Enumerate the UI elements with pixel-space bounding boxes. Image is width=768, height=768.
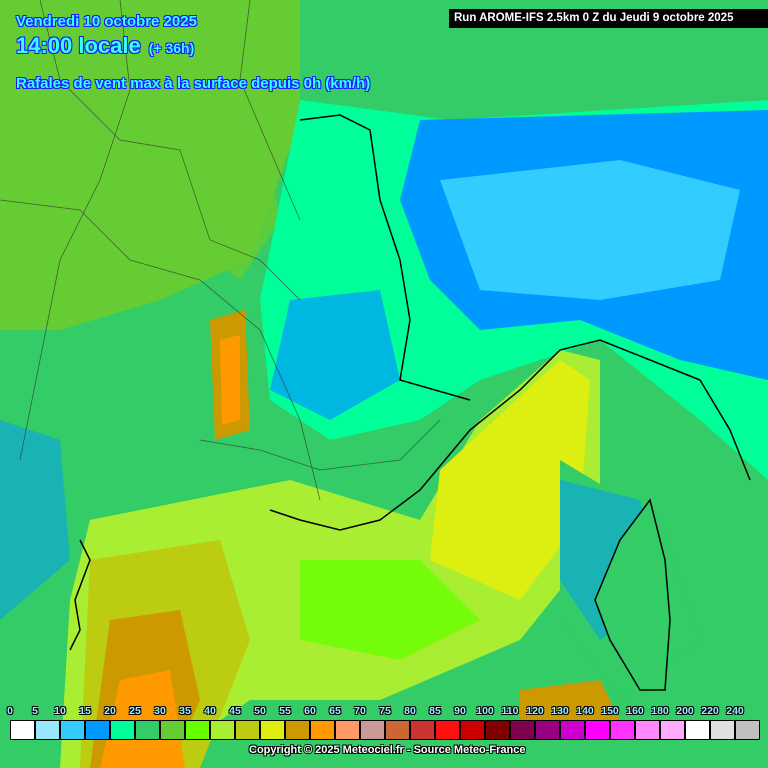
legend-label: 140 — [576, 705, 594, 717]
legend-label: 65 — [329, 705, 341, 717]
legend-swatch — [635, 720, 660, 740]
legend-label: 75 — [379, 705, 391, 717]
legend-swatch — [110, 720, 135, 740]
copyright: Copyright © 2025 Meteociel.fr - Source M… — [249, 744, 526, 756]
legend-swatch — [460, 720, 485, 740]
forecast-time: 14:00 locale (+ 36h) — [16, 33, 194, 59]
legend-label: 90 — [454, 705, 466, 717]
legend-swatch — [710, 720, 735, 740]
legend-swatch — [685, 720, 710, 740]
legend-label: 130 — [551, 705, 569, 717]
legend-swatch — [85, 720, 110, 740]
legend-label: 45 — [229, 705, 241, 717]
legend-label: 180 — [651, 705, 669, 717]
legend-swatch — [235, 720, 260, 740]
legend-swatch — [660, 720, 685, 740]
legend-label: 5 — [32, 705, 38, 717]
legend-label: 240 — [726, 705, 744, 717]
run-info: Run AROME-IFS 2.5km 0 Z du Jeudi 9 octob… — [449, 9, 768, 28]
legend-label: 100 — [476, 705, 494, 717]
legend-label: 160 — [626, 705, 644, 717]
forecast-date: Vendredi 10 octobre 2025 — [16, 13, 197, 30]
legend-swatch — [310, 720, 335, 740]
legend-swatch — [560, 720, 585, 740]
legend-label: 150 — [601, 705, 619, 717]
legend-label: 120 — [526, 705, 544, 717]
legend-label: 85 — [429, 705, 441, 717]
legend-label: 30 — [154, 705, 166, 717]
forecast-lead: (+ 36h) — [148, 40, 195, 56]
legend-label: 70 — [354, 705, 366, 717]
legend-swatch — [610, 720, 635, 740]
legend-label: 15 — [79, 705, 91, 717]
legend-label: 110 — [501, 705, 519, 717]
legend-label: 55 — [279, 705, 291, 717]
parameter-title: Rafales de vent max à la surface depuis … — [16, 75, 371, 92]
legend-swatch — [735, 720, 760, 740]
legend-swatch — [435, 720, 460, 740]
legend-swatch — [485, 720, 510, 740]
legend-swatch — [535, 720, 560, 740]
legend-swatch — [135, 720, 160, 740]
legend-label: 220 — [701, 705, 719, 717]
legend-label: 20 — [104, 705, 116, 717]
legend-swatch — [385, 720, 410, 740]
legend-swatch — [335, 720, 360, 740]
legend-swatch — [410, 720, 435, 740]
legend-label: 80 — [404, 705, 416, 717]
legend-swatch — [585, 720, 610, 740]
legend-swatch — [360, 720, 385, 740]
legend-label: 25 — [129, 705, 141, 717]
legend-label: 35 — [179, 705, 191, 717]
legend-label: 50 — [254, 705, 266, 717]
legend-swatch — [210, 720, 235, 740]
legend-label: 40 — [204, 705, 216, 717]
legend-swatch — [185, 720, 210, 740]
legend-label: 200 — [676, 705, 694, 717]
legend-label: 0 — [7, 705, 13, 717]
legend-swatch — [285, 720, 310, 740]
forecast-time-text: 14:00 locale — [16, 33, 141, 58]
legend-swatch — [10, 720, 35, 740]
legend-swatch — [35, 720, 60, 740]
legend-swatch — [160, 720, 185, 740]
legend-label: 10 — [54, 705, 66, 717]
legend-label: 60 — [304, 705, 316, 717]
legend-swatch — [510, 720, 535, 740]
legend-swatch — [60, 720, 85, 740]
legend-swatch — [260, 720, 285, 740]
